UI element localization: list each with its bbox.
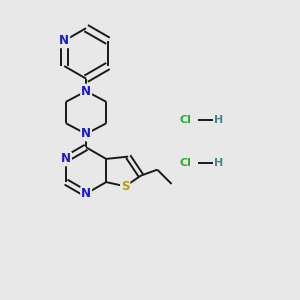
Text: N: N xyxy=(61,152,71,165)
Text: N: N xyxy=(81,187,91,200)
Text: Cl: Cl xyxy=(180,115,192,125)
Text: S: S xyxy=(121,180,129,193)
Text: Cl: Cl xyxy=(180,158,192,168)
Text: H: H xyxy=(214,115,223,125)
Text: N: N xyxy=(81,85,91,98)
Text: N: N xyxy=(81,128,91,140)
Text: H: H xyxy=(214,158,223,168)
Text: N: N xyxy=(59,34,69,47)
